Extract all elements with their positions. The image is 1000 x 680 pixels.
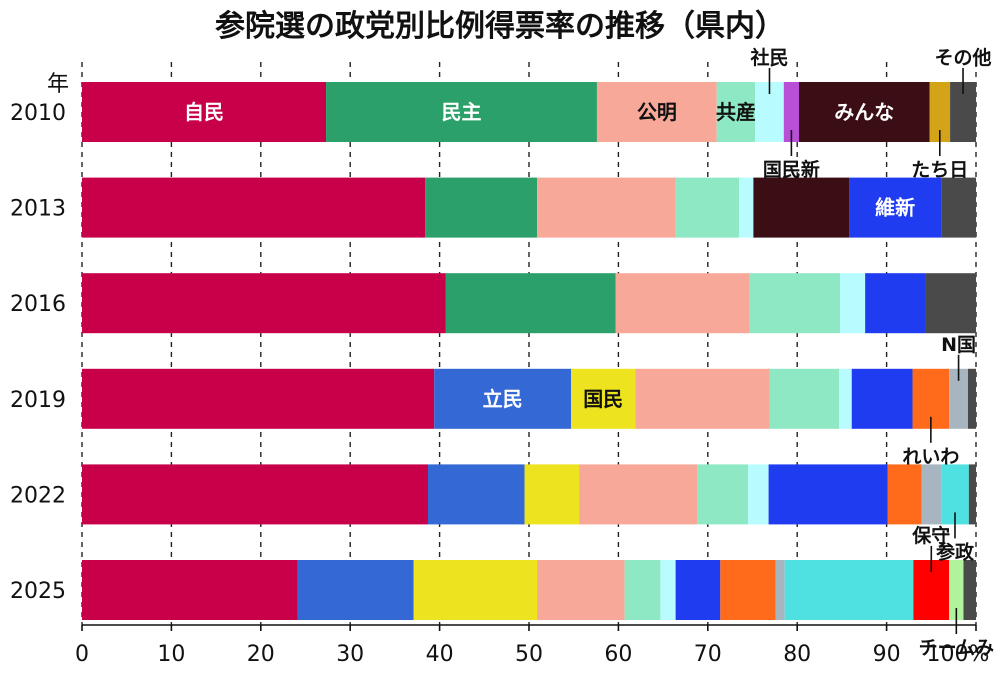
bar-2019-- <box>635 368 770 429</box>
x-tick-label-90: 90 <box>873 642 901 667</box>
x-tick-label-10: 10 <box>157 642 185 667</box>
bar-2010-- <box>82 82 327 142</box>
bar-2022-- <box>748 464 769 525</box>
bar-2022-- <box>768 464 888 525</box>
bar-2010-- <box>783 82 799 142</box>
bar-2025-- <box>413 560 538 620</box>
x-tick-label-0: 0 <box>75 642 89 667</box>
bar-2013-- <box>739 177 754 238</box>
segment-label-2010--: 公明 <box>637 100 677 124</box>
x-tick-label-20: 20 <box>247 642 275 667</box>
callout---2010: 社民 <box>749 46 788 69</box>
bar-2010-- <box>929 82 951 142</box>
callout---2010: たち日 <box>911 159 968 181</box>
bar-2010-- <box>326 82 597 142</box>
segment-label-2010--: 自民 <box>184 100 224 124</box>
bar-2025-n- <box>775 560 785 620</box>
chart-title: 参院選の政党別比例得票率の推移（県内） <box>215 9 785 44</box>
bar-2013-- <box>425 177 538 238</box>
grid-lines <box>81 62 977 625</box>
bar-2010-- <box>596 82 717 142</box>
bar-2016-- <box>865 273 926 334</box>
segment-label-2019--: 国民 <box>583 387 623 411</box>
bar-2019-- <box>82 368 435 429</box>
x-tick-label-40: 40 <box>426 642 454 667</box>
callout---2022: 参政 <box>936 540 975 563</box>
x-axis: 0 10 20 30 40 50 60 70 80 90 100% <box>75 624 990 667</box>
bar-2013-- <box>537 177 676 238</box>
segment-label-2010--: 共産 <box>716 100 756 124</box>
y-label-2016: 2016 <box>10 292 66 317</box>
bar-2016-- <box>82 273 446 334</box>
bar-2025-- <box>949 560 964 620</box>
bar-2016-- <box>749 273 841 334</box>
callout---2010: その他 <box>935 46 992 69</box>
segment-label-2013--: 維新 <box>875 196 915 220</box>
segment-label-2019--: 立民 <box>483 387 523 411</box>
bar-2016-- <box>445 273 616 334</box>
bar-2025-- <box>675 560 721 620</box>
callout---2010: 国民新 <box>763 158 820 181</box>
bar-2025-- <box>297 560 414 620</box>
bar-2022-n- <box>921 464 942 525</box>
bar-2025-- <box>963 560 976 620</box>
bar-2022-- <box>524 464 580 525</box>
bar-2025-- <box>537 560 625 620</box>
callout---2019: れいわ <box>902 446 959 468</box>
bar-2019-- <box>769 368 840 429</box>
callout-n--2019: N国 <box>941 334 976 356</box>
segment-label-2010--: みんな <box>834 100 894 124</box>
bar-2022-- <box>579 464 698 525</box>
x-tick-label-80: 80 <box>783 642 811 667</box>
x-tick-label-50: 50 <box>515 642 543 667</box>
y-label-2022: 2022 <box>10 483 66 508</box>
bar-2019-- <box>839 368 852 429</box>
bar-2025-- <box>624 560 661 620</box>
bar-2022-- <box>887 464 922 525</box>
bar-2013-- <box>82 177 426 238</box>
bar-2022-- <box>82 464 428 525</box>
y-label-2025: 2025 <box>10 579 66 604</box>
bar-2019-- <box>571 368 636 429</box>
bar-2010-- <box>716 82 756 142</box>
y-axis-header: 年 <box>47 72 69 97</box>
y-label-2013: 2013 <box>10 197 66 222</box>
bar-2025-- <box>660 560 676 620</box>
bar-2025-- <box>720 560 776 620</box>
bar-2016-- <box>615 273 750 334</box>
bar-2022-- <box>968 464 976 525</box>
bar-2016-- <box>840 273 866 334</box>
x-tick-label-60: 60 <box>604 642 632 667</box>
bar-2022-- <box>427 464 525 525</box>
x-tick-label-30: 30 <box>336 642 364 667</box>
bar-2022-- <box>697 464 749 525</box>
segment-label-2010--: 民主 <box>442 100 482 124</box>
x-tick-label-70: 70 <box>694 642 722 667</box>
bar-2013-- <box>941 177 976 238</box>
bar-2025-- <box>82 560 298 620</box>
bar-2013-- <box>849 177 942 238</box>
bars <box>82 82 976 620</box>
y-axis-labels: 2010 2013 2016 2019 2022 2025 <box>10 101 66 604</box>
bar-2016-- <box>925 273 976 334</box>
callout---2025: チームみ <box>919 637 994 659</box>
bar-2013-- <box>675 177 740 238</box>
y-label-2010: 2010 <box>10 101 66 126</box>
bar-2025-- <box>784 560 914 620</box>
bar-2010-- <box>798 82 930 142</box>
bar-2019-- <box>851 368 913 429</box>
callout---2025: 保守 <box>911 524 950 547</box>
bar-2019-- <box>434 368 572 429</box>
bar-2019-- <box>967 368 976 429</box>
x-tick-label-100: 100% <box>927 642 990 667</box>
bar-2019-n- <box>949 368 968 429</box>
y-label-2019: 2019 <box>10 388 66 413</box>
bar-2013-- <box>753 177 850 238</box>
